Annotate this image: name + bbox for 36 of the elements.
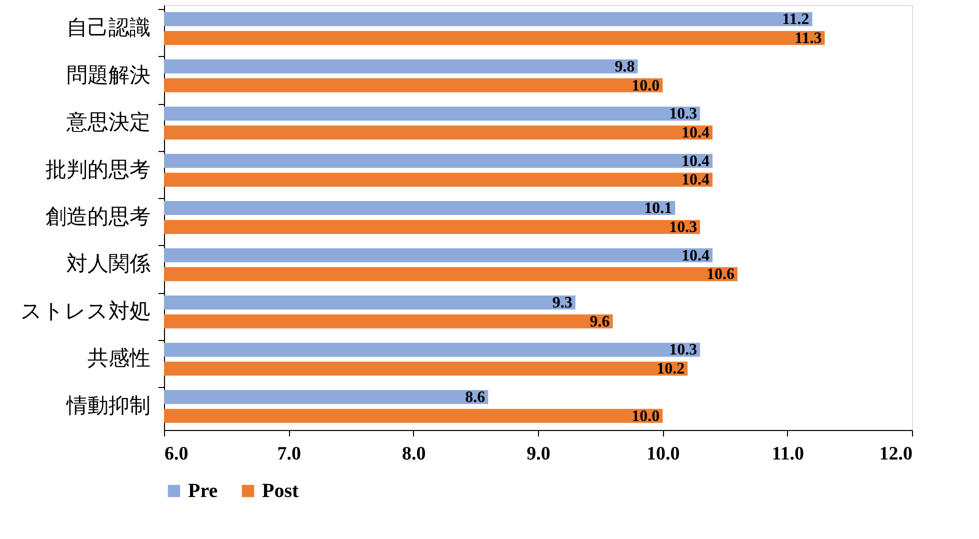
x-tick-label: 6.0 <box>164 444 188 464</box>
y-tick-label: 問題解決 <box>66 62 150 87</box>
data-label: 10.1 <box>644 200 672 218</box>
x-tick-label: 12.0 <box>879 444 912 464</box>
x-tick-label: 9.0 <box>526 444 550 464</box>
y-tick-label: 創造的思考 <box>46 204 150 228</box>
y-tick-label: 対人関係 <box>66 252 150 276</box>
data-label: 9.8 <box>614 58 635 76</box>
y-tick-label: 意思決定 <box>66 110 150 134</box>
y-tick-label: 共感性 <box>88 346 150 370</box>
legend-label: Post <box>262 480 299 502</box>
data-label: 11.2 <box>782 11 810 28</box>
data-label: 10.0 <box>632 77 660 94</box>
data-label: 10.2 <box>656 360 685 378</box>
data-label: 10.0 <box>632 408 660 425</box>
y-tick-label: 批判的思考 <box>46 157 150 182</box>
data-label: 10.3 <box>669 218 698 236</box>
data-label: 8.6 <box>465 388 486 406</box>
x-tick-label: 11.0 <box>772 444 804 464</box>
y-tick-label: 情動抑制 <box>66 393 150 418</box>
y-tick-label: ストレス対処 <box>20 298 150 323</box>
y-tick-label: 自己認識 <box>66 16 150 40</box>
data-label: 10.4 <box>682 124 710 142</box>
data-label: 9.6 <box>590 313 610 330</box>
data-label: 10.4 <box>682 172 710 189</box>
legend-label: Pre <box>188 480 218 502</box>
data-label: 10.6 <box>706 266 734 284</box>
data-label: 10.3 <box>669 342 698 359</box>
data-label: 9.3 <box>552 294 572 312</box>
x-tick-label: 10.0 <box>646 444 680 464</box>
data-label: 11.3 <box>794 30 822 48</box>
data-label: 10.4 <box>682 247 710 264</box>
x-tick-label: 8.0 <box>402 444 426 464</box>
data-label: 10.4 <box>682 152 710 170</box>
data-label: 10.3 <box>669 106 698 123</box>
x-tick-label: 7.0 <box>277 444 302 464</box>
